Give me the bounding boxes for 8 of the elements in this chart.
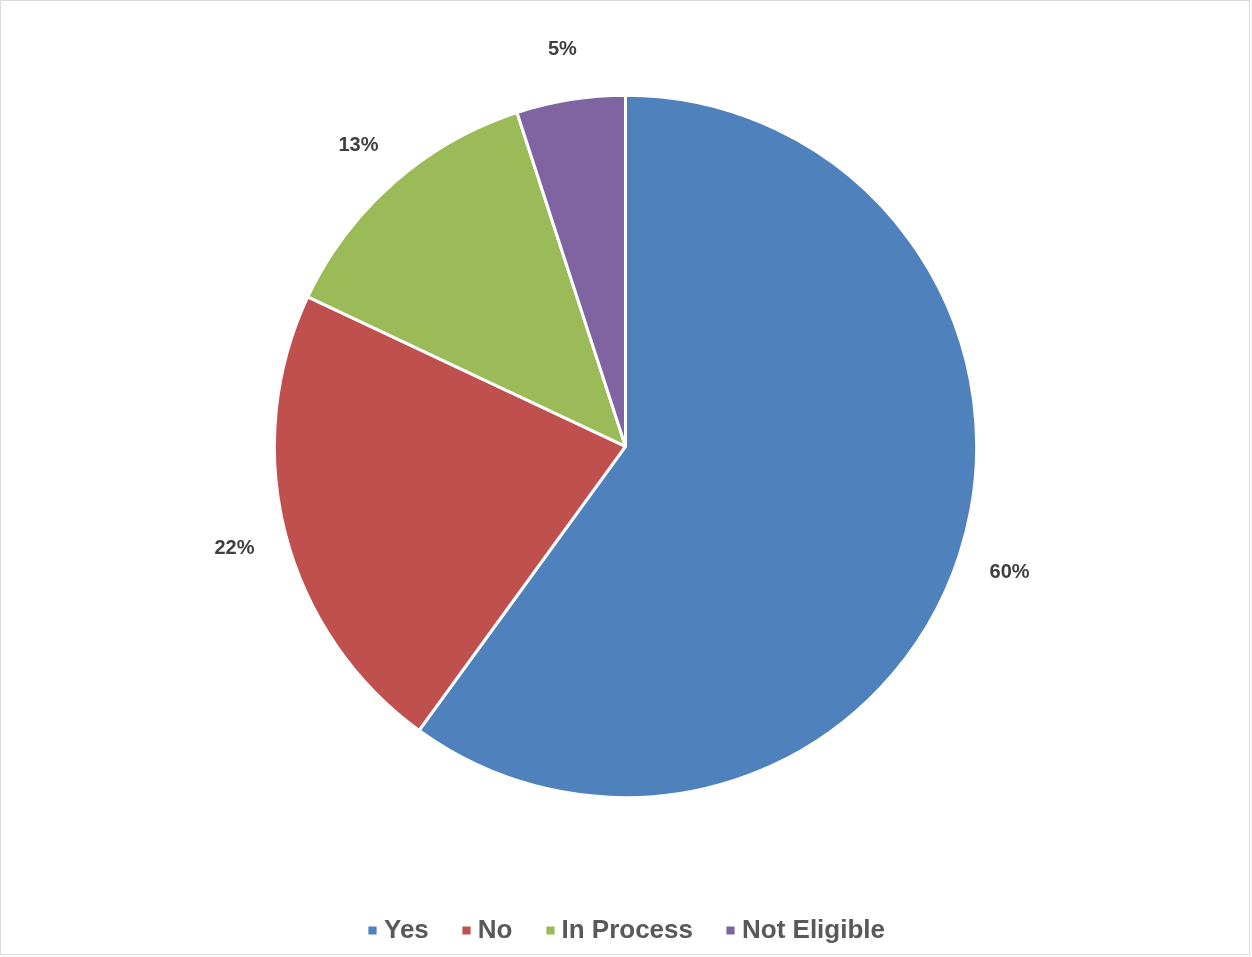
data-label: 60% (989, 560, 1030, 583)
legend-label: No (477, 914, 513, 945)
data-label: 5% (547, 36, 577, 59)
data-label: 22% (214, 535, 255, 558)
legend-label: Yes (383, 914, 429, 945)
legend-label: Not Eligible (742, 914, 886, 945)
legend-label: In Process (561, 914, 694, 945)
data-label: 13% (338, 132, 379, 155)
